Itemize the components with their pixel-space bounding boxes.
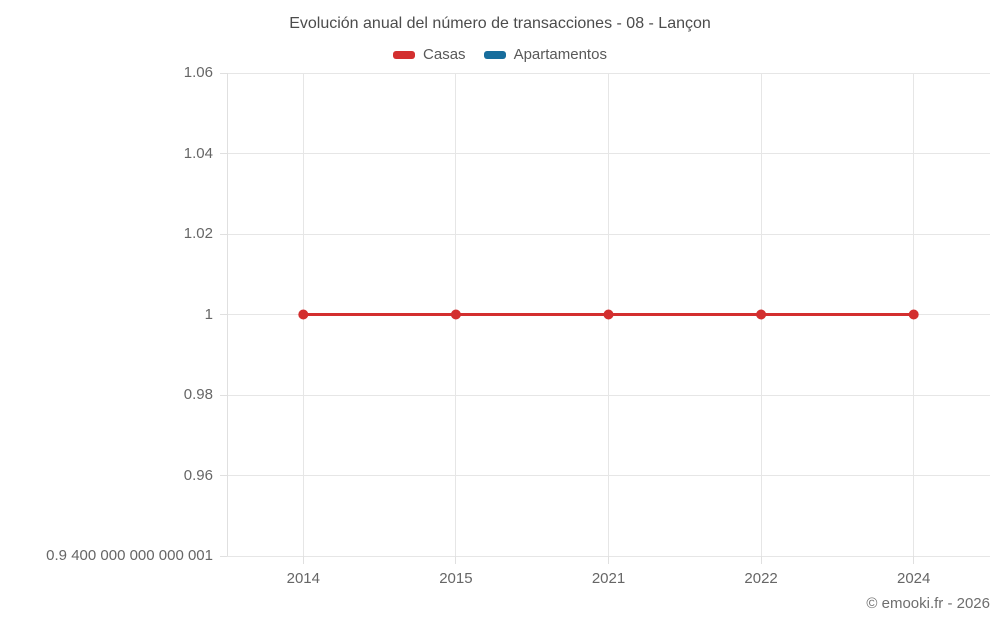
casas-series-swatch-icon [393, 50, 416, 59]
x-tick-mark [302, 556, 304, 564]
x-tick-mark [913, 556, 915, 564]
apartamentos-series-swatch-icon [483, 50, 506, 59]
x-tick-label: 2021 [591, 570, 626, 587]
y-tick-label: 0.96 [183, 466, 213, 484]
y-tick-mark [220, 72, 227, 74]
y-tick-label: 1.04 [183, 144, 213, 162]
y-tick-mark [220, 314, 227, 315]
x-tick-mark [760, 556, 762, 564]
legend-label-apartamentos: Apartamentos [513, 46, 607, 63]
x-tick-label: 2014 [286, 570, 320, 587]
y-tick-label: 0.9 400 000 000 000 001 [46, 547, 213, 564]
y-tick-label: 0.98 [183, 386, 213, 403]
data-point-casas-2024[interactable] [908, 309, 919, 320]
legend-item-casas[interactable]: Casas [393, 46, 466, 63]
y-tick-label: 1.02 [183, 225, 213, 242]
x-tick-mark [608, 556, 609, 564]
y-tick-mark [220, 475, 227, 476]
legend-label-casas: Casas [423, 46, 466, 63]
y-tick-mark [220, 555, 227, 557]
y-tick-mark [220, 233, 227, 235]
x-tick-label: 2022 [744, 570, 778, 587]
legend-item-apartamentos[interactable]: Apartamentos [483, 46, 607, 63]
copyright-watermark: © emooki.fr - 2026 [866, 595, 990, 612]
x-tick-mark [455, 556, 457, 564]
chart-title: Evolución anual del número de transaccio… [289, 15, 711, 32]
y-tick-label: 1 [204, 305, 213, 323]
data-point-casas-2015[interactable] [450, 309, 461, 320]
x-tick-label: 2015 [439, 570, 473, 587]
data-point-casas-2014[interactable] [298, 309, 309, 320]
y-tick-mark [220, 153, 227, 154]
data-point-casas-2022[interactable] [756, 309, 767, 320]
data-point-casas-2021[interactable] [603, 309, 614, 320]
y-axis-line [226, 73, 228, 556]
x-tick-label: 2024 [897, 570, 931, 587]
legend: Casas Apartamentos [0, 46, 1000, 63]
y-tick-label: 1.06 [183, 64, 213, 81]
y-tick-mark [220, 394, 227, 396]
